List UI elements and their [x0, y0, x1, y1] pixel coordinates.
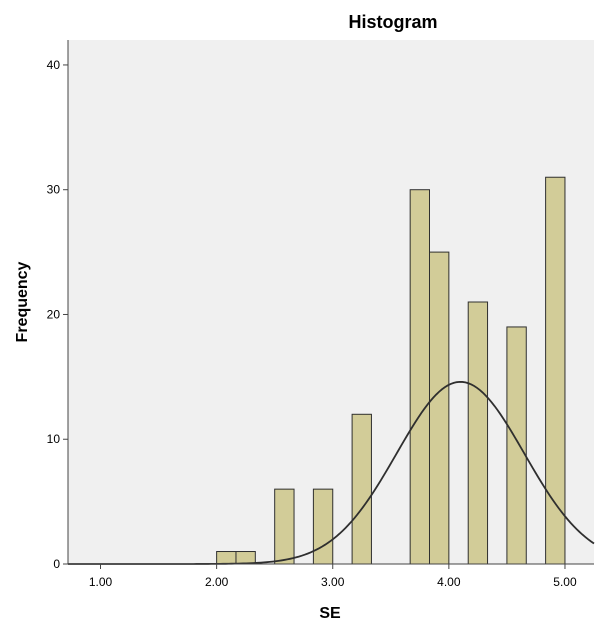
histogram-bars [216, 176, 566, 565]
histogram-bar [545, 176, 566, 565]
x-tick-label: 2.00 [205, 575, 229, 589]
y-tick-label: 40 [47, 58, 61, 72]
histogram-bar [467, 301, 489, 565]
y-tick-label: 0 [53, 557, 60, 571]
histogram-bar [506, 326, 527, 565]
x-axis-title: SE [319, 605, 341, 622]
histogram-bar [235, 551, 256, 565]
histogram-bar [429, 251, 450, 565]
y-axis-title: Frequency [14, 261, 31, 342]
y-axis-ticks: 0 10 20 30 40 [47, 58, 68, 571]
y-tick-label: 30 [47, 183, 61, 197]
chart-title: Histogram [348, 12, 437, 32]
x-tick-label: 4.00 [437, 575, 461, 589]
histogram-bar [351, 413, 372, 565]
histogram-bar [312, 488, 334, 565]
y-tick-label: 10 [47, 432, 61, 446]
histogram-bar [274, 488, 295, 565]
x-tick-label: 3.00 [321, 575, 345, 589]
y-tick-label: 20 [47, 307, 61, 321]
x-tick-label: 1.00 [89, 575, 113, 589]
plot-area [68, 40, 594, 564]
histogram-bar [216, 551, 237, 565]
x-tick-label: 5.00 [553, 575, 577, 589]
x-axis-ticks: 1.00 2.00 3.00 4.00 5.00 [89, 564, 577, 589]
histogram-bar [409, 189, 431, 565]
